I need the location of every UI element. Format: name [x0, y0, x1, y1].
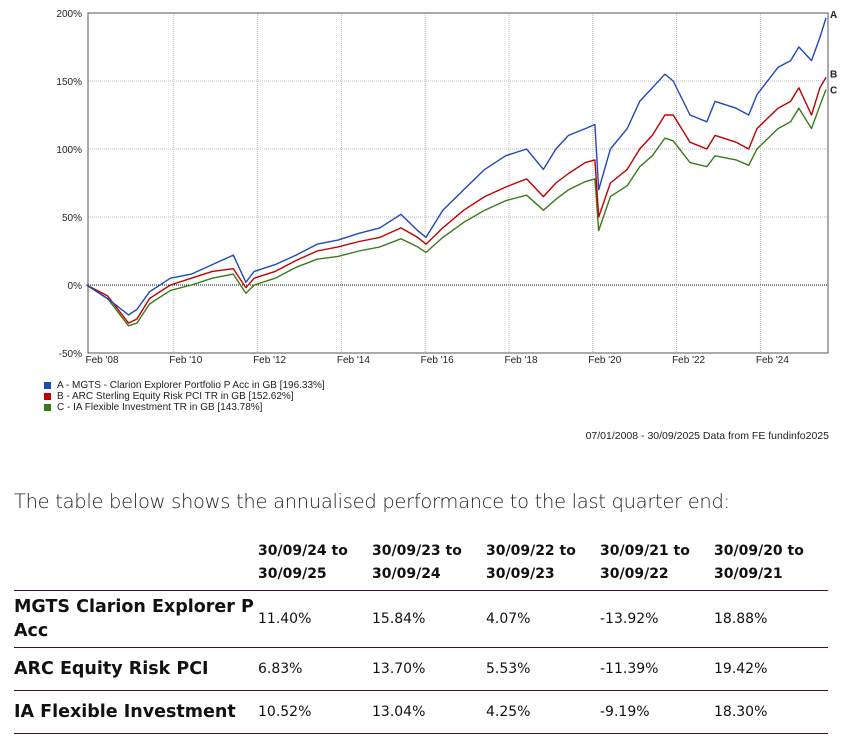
series-line-b: [86, 77, 827, 324]
cell: -13.92%: [600, 590, 714, 648]
legend-swatch: [44, 393, 51, 400]
column-header: 30/09/24 to 30/09/25: [258, 538, 372, 591]
cell: -9.19%: [600, 690, 714, 734]
series-end-label: C: [830, 85, 837, 96]
column-header: 30/09/21 to 30/09/22: [600, 538, 714, 591]
cell: 13.70%: [372, 647, 486, 691]
data-source-note: 07/01/2008 - 30/09/2025 Data from FE fun…: [585, 430, 829, 442]
legend-label: C - IA Flexible Investment TR in GB [143…: [57, 402, 263, 413]
row-label: IA Flexible Investment: [14, 690, 258, 734]
y-tick-label: 0%: [68, 281, 83, 292]
series-line-a: [86, 17, 827, 316]
x-tick-label: Feb '24: [756, 355, 789, 366]
cell: 18.88%: [714, 590, 828, 648]
series-end-label: B: [830, 69, 837, 80]
legend-label: B - ARC Sterling Equity Risk PCI TR in G…: [57, 391, 294, 402]
row-label: MGTS Clarion Explorer P Acc: [14, 590, 258, 648]
y-tick-label: -50%: [59, 349, 82, 360]
cell: -11.39%: [600, 647, 714, 691]
x-tick-label: Feb '22: [672, 355, 705, 366]
x-tick-label: Feb '12: [253, 355, 286, 366]
cell: 13.04%: [372, 690, 486, 734]
table-row: IA Flexible Investment 10.52% 13.04% 4.2…: [14, 690, 828, 734]
cell: 18.30%: [714, 690, 828, 734]
legend-item-a: A - MGTS - Clarion Explorer Portfolio P …: [44, 380, 325, 391]
x-tick-label: Feb '16: [421, 355, 454, 366]
chart-legend: A - MGTS - Clarion Explorer Portfolio P …: [44, 380, 325, 413]
y-tick-label: 100%: [56, 145, 82, 156]
table-row: ARC Equity Risk PCI 6.83% 13.70% 5.53% -…: [14, 647, 828, 691]
cell: 11.40%: [258, 590, 372, 648]
plot-frame: [87, 12, 829, 354]
y-tick-label: 200%: [56, 9, 82, 20]
legend-item-b: B - ARC Sterling Equity Risk PCI TR in G…: [44, 391, 325, 402]
y-tick-label: 150%: [56, 77, 82, 88]
column-header: 30/09/22 to 30/09/23: [486, 538, 600, 591]
cell: 19.42%: [714, 647, 828, 691]
legend-label: A - MGTS - Clarion Explorer Portfolio P …: [57, 380, 325, 391]
x-tick-label: Feb '08: [85, 355, 118, 366]
cell: 10.52%: [258, 690, 372, 734]
table-header-row: 30/09/24 to 30/09/25 30/09/23 to 30/09/24 …: [14, 538, 828, 591]
cell: 6.83%: [258, 647, 372, 691]
x-tick-label: Feb '20: [588, 355, 621, 366]
table-row: MGTS Clarion Explorer P Acc 11.40% 15.84…: [14, 590, 828, 648]
cell: 5.53%: [486, 647, 600, 691]
series-line-c: [86, 89, 827, 327]
legend-item-c: C - IA Flexible Investment TR in GB [143…: [44, 402, 325, 413]
table-intro-text: The table below shows the annualised per…: [14, 490, 730, 513]
row-label: ARC Equity Risk PCI: [14, 647, 258, 691]
header-empty: [14, 538, 258, 591]
x-tick-label: Feb '18: [504, 355, 537, 366]
series-end-label: A: [830, 10, 837, 21]
y-tick-label: 50%: [62, 213, 82, 224]
x-tick-label: Feb '10: [169, 355, 202, 366]
column-header: 30/09/20 to 30/09/21: [714, 538, 828, 591]
cell: 4.25%: [486, 690, 600, 734]
performance-chart: -50% 0% 50% 100% 150% 200% Feb '08 Feb '10 Feb '…: [56, 9, 837, 366]
annualised-performance-table: 30/09/24 to 30/09/25 30/09/23 to 30/09/24 …: [14, 538, 828, 734]
cell: 15.84%: [372, 590, 486, 648]
legend-swatch: [44, 382, 51, 389]
cell: 4.07%: [486, 590, 600, 648]
x-tick-label: Feb '14: [337, 355, 370, 366]
legend-swatch: [44, 404, 51, 411]
column-header: 30/09/23 to 30/09/24: [372, 538, 486, 591]
